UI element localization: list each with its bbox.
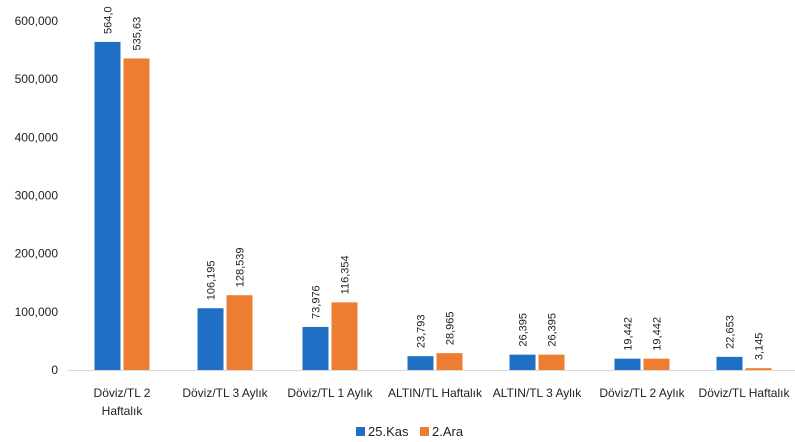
y-tick-label: 600,000 xyxy=(15,14,59,28)
data-label: 116,354 xyxy=(340,255,352,294)
bar-series-2 xyxy=(331,302,358,370)
bars xyxy=(94,41,772,370)
data-label: 19,442 xyxy=(623,317,635,351)
legend-swatch xyxy=(356,427,365,436)
data-label: 3,145 xyxy=(754,333,766,361)
bar-series-1 xyxy=(94,41,121,370)
y-tick-label: 500,000 xyxy=(15,72,59,86)
bar-series-2 xyxy=(538,354,565,370)
x-axis: Döviz/TL 2 Haftalık Döviz/TL 3 Aylık Döviz/… xyxy=(68,370,795,418)
data-label: 19,442 xyxy=(652,317,664,351)
x-tick-label: Döviz/TL 2 Haftalık xyxy=(94,386,151,418)
y-axis: 0 100,000 200,000 300,000 400,000 500,000 600,… xyxy=(15,14,59,377)
y-tick-label: 0 xyxy=(51,363,58,377)
legend-swatch xyxy=(420,427,429,436)
data-label: 28,965 xyxy=(445,311,457,345)
data-label: 22,653 xyxy=(725,315,737,349)
x-tick-label: Döviz/TL 1 Aylık xyxy=(287,386,373,400)
y-tick-label: 300,000 xyxy=(15,189,59,203)
data-label: 106,195 xyxy=(206,260,218,300)
y-tick-label: 100,000 xyxy=(15,305,59,319)
bar-series-2 xyxy=(436,353,463,370)
data-label: 564,0 xyxy=(103,6,115,34)
bar-series-2 xyxy=(745,368,772,370)
x-tick-label: ALTIN/TL 3 Aylık xyxy=(493,386,582,400)
bar-series-2 xyxy=(643,358,670,370)
bar-series-1 xyxy=(509,354,536,370)
bar-series-2 xyxy=(226,295,253,370)
bar-series-1 xyxy=(407,356,434,370)
data-label: 23,793 xyxy=(416,315,428,349)
legend: 25.Kas 2.Ara xyxy=(356,424,464,439)
data-label: 26,395 xyxy=(547,313,559,347)
y-tick-label: 200,000 xyxy=(15,247,59,261)
bar-series-1 xyxy=(302,326,329,370)
data-label: 535,63 xyxy=(132,17,144,51)
legend-label: 2.Ara xyxy=(432,424,464,439)
x-tick-label: Döviz/TL 2 Aylık xyxy=(599,386,685,400)
bar-series-2 xyxy=(123,58,150,370)
x-tick-label: Döviz/TL 3 Aylık xyxy=(182,386,268,400)
legend-label: 25.Kas xyxy=(368,424,409,439)
bar-series-1 xyxy=(197,308,224,370)
data-label: 73,976 xyxy=(311,285,323,319)
x-tick-label: ALTIN/TL Haftalık xyxy=(388,386,483,400)
x-tick-label: Döviz/TL Haftalık xyxy=(699,386,791,400)
bar-series-1 xyxy=(614,358,641,370)
data-label: 26,395 xyxy=(518,313,530,347)
data-label: 128,539 xyxy=(235,247,247,287)
data-labels: 564,0 106,195 73,976 23,793 26,395 19,442 22,6… xyxy=(103,6,766,360)
bar-series-1 xyxy=(716,356,743,370)
y-tick-label: 400,000 xyxy=(15,130,59,144)
